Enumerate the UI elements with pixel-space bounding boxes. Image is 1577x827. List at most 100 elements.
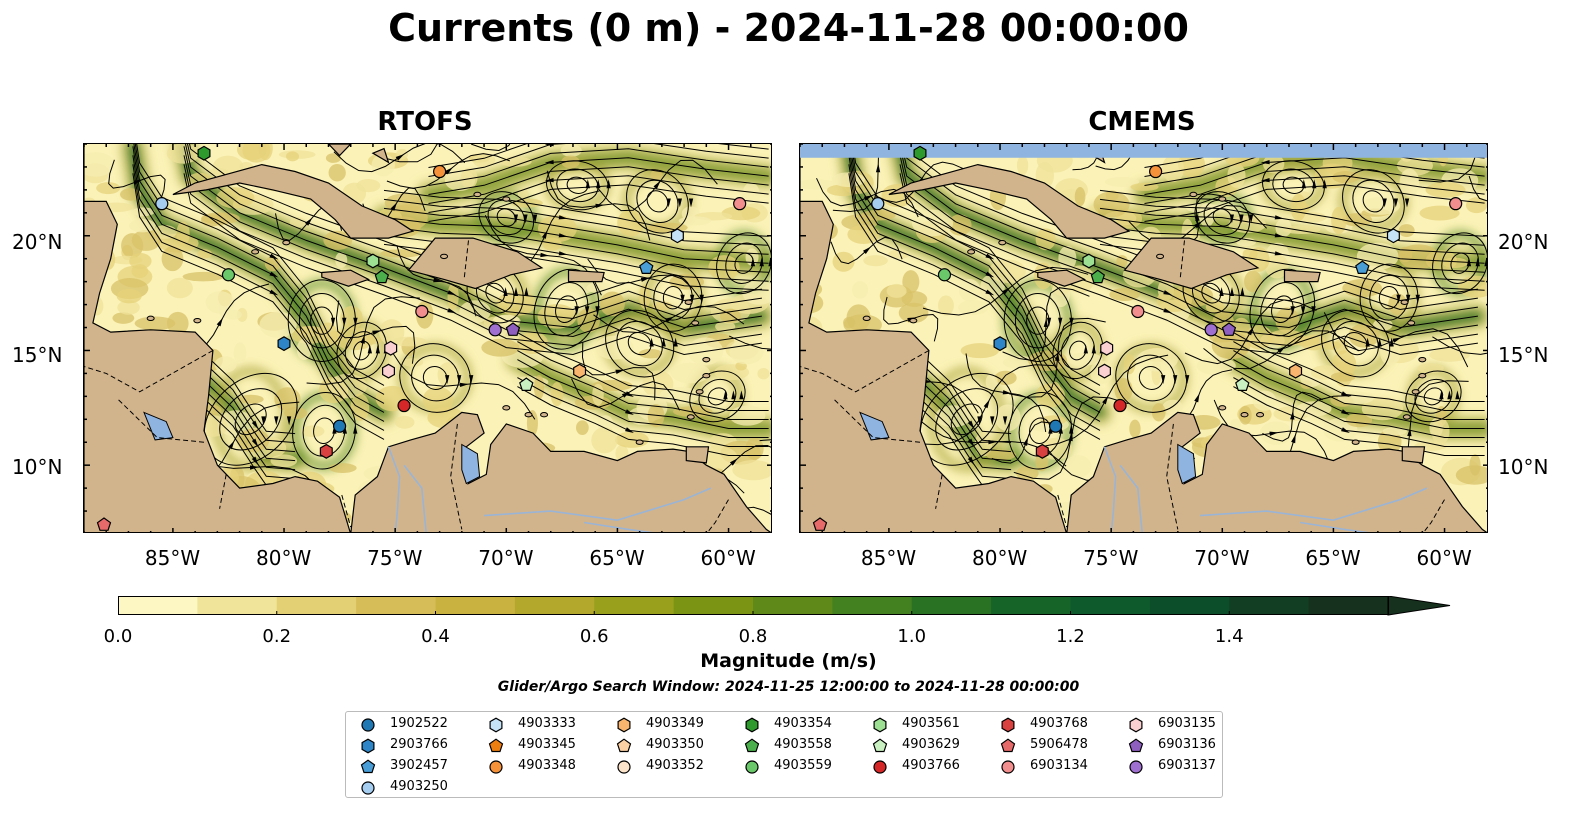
- figure-title: Currents (0 m) - 2024-11-28 00:00:00: [388, 6, 1189, 50]
- float-marker-4903629[interactable]: [519, 377, 534, 391]
- hexagon-marker-icon: [873, 717, 887, 733]
- colorbar-segment: [832, 596, 913, 615]
- float-legend: 1902522 2903766 3902457 4903250 4903333 49033…: [345, 711, 1223, 798]
- float-marker-6903137[interactable]: [488, 323, 502, 337]
- float-marker-4903250[interactable]: [155, 197, 169, 211]
- float-marker-6903134[interactable]: [1131, 304, 1145, 319]
- float-marker-6903137[interactable]: [1204, 323, 1218, 337]
- colorbar-segment: [1308, 596, 1389, 615]
- float-marker-4903558[interactable]: [374, 269, 390, 284]
- float-marker-6903134[interactable]: [1449, 197, 1463, 211]
- float-marker-5906478[interactable]: [96, 517, 112, 531]
- circle-marker-icon: [873, 760, 887, 774]
- float-marker-4903561[interactable]: [366, 253, 380, 269]
- legend-marker-4903333: [489, 717, 503, 733]
- pentagon-marker-icon: [488, 738, 504, 753]
- float-marker-6903135[interactable]: [382, 363, 395, 379]
- float-marker-1902522[interactable]: [332, 419, 347, 433]
- legend-marker-4903350: [616, 738, 632, 753]
- float-marker-4903559[interactable]: [937, 268, 952, 282]
- legend-marker-2903766: [361, 738, 375, 754]
- legend-label: 6903134: [1030, 758, 1088, 773]
- legend-label: 5906478: [1030, 737, 1088, 752]
- legend-marker-4903558: [744, 738, 760, 753]
- legend-label: 6903137: [1158, 758, 1216, 773]
- legend-marker-5906478: [1000, 738, 1016, 753]
- float-marker-4903250[interactable]: [871, 197, 885, 211]
- panel-title-cmems: CMEMS: [1088, 107, 1196, 137]
- lon-tick-label: 65°W: [589, 546, 645, 570]
- float-marker-4903354[interactable]: [913, 145, 927, 161]
- float-marker-4903348[interactable]: [433, 164, 447, 179]
- float-marker-6903136[interactable]: [1221, 322, 1237, 336]
- legend-label: 4903350: [646, 737, 704, 752]
- hexagon-marker-icon: [617, 717, 631, 733]
- legend-marker-4903561: [873, 717, 887, 733]
- hexagon-marker-icon: [745, 717, 759, 733]
- float-marker-1902522[interactable]: [1048, 419, 1063, 433]
- lat-tick-label-right-20n: 20°N: [1498, 230, 1549, 254]
- float-marker-5906478[interactable]: [812, 517, 828, 531]
- colorbar-tick-label: 0.8: [738, 626, 768, 647]
- float-marker-4903349[interactable]: [573, 363, 587, 379]
- float-marker-6903136[interactable]: [505, 322, 521, 336]
- colorbar-segment: [514, 596, 595, 615]
- legend-label: 4903766: [902, 758, 960, 773]
- map-panel-rtofs[interactable]: [83, 143, 772, 533]
- legend-marker-6903137: [1129, 760, 1143, 774]
- colorbar-segment: [1070, 596, 1151, 615]
- float-marker-4903768[interactable]: [319, 443, 333, 459]
- hexagon-marker-icon: [1129, 717, 1143, 733]
- legend-label: 4903352: [646, 758, 704, 773]
- circle-marker-icon: [361, 718, 375, 732]
- search-window-note: Glider/Argo Search Window: 2024-11-25 12…: [497, 679, 1080, 695]
- legend-label: 4903250: [390, 779, 448, 794]
- float-marker-4903629[interactable]: [1235, 377, 1250, 391]
- lat-tick-label-left-15n: 15°N: [12, 343, 63, 367]
- float-marker-3902457[interactable]: [639, 260, 654, 274]
- legend-marker-1902522: [361, 718, 375, 732]
- float-marker-6903135[interactable]: [1100, 340, 1114, 356]
- lon-tick-label: 65°W: [1305, 546, 1361, 570]
- float-marker-2903766[interactable]: [277, 336, 291, 352]
- map-canvas: [800, 144, 1487, 532]
- hexagon-marker-icon: [361, 738, 375, 754]
- float-marker-4903349[interactable]: [1289, 363, 1303, 379]
- colorbar-segment: [197, 596, 278, 615]
- float-marker-3902457[interactable]: [1355, 260, 1370, 274]
- colorbar-tick-label: 0.2: [262, 626, 292, 647]
- legend-marker-4903629: [872, 738, 888, 753]
- float-marker-4903333[interactable]: [670, 228, 684, 244]
- legend-label: 6903135: [1158, 716, 1216, 731]
- float-marker-4903766[interactable]: [397, 398, 411, 413]
- lat-tick-label-right-10n: 10°N: [1498, 455, 1549, 479]
- colorbar-tick-label: 1.2: [1056, 626, 1085, 647]
- panel-title-rtofs: RTOFS: [377, 107, 473, 137]
- float-marker-4903348[interactable]: [1149, 164, 1163, 179]
- float-marker-4903333[interactable]: [1386, 228, 1400, 244]
- colorbar-title: Magnitude (m/s): [700, 650, 877, 672]
- float-marker-4903558[interactable]: [1090, 269, 1106, 284]
- lat-tick-label-left-10n: 10°N: [12, 455, 63, 479]
- float-marker-4903354[interactable]: [197, 145, 211, 161]
- float-marker-6903134[interactable]: [415, 304, 429, 319]
- colorbar-segment: [118, 596, 198, 615]
- pentagon-marker-icon: [616, 738, 632, 753]
- legend-label: 3902457: [390, 758, 448, 773]
- legend-marker-4903348: [489, 760, 503, 774]
- float-marker-4903559[interactable]: [221, 268, 236, 282]
- map-panel-cmems[interactable]: [799, 143, 1488, 533]
- float-marker-6903135[interactable]: [384, 340, 398, 356]
- float-marker-6903135[interactable]: [1098, 363, 1111, 379]
- float-marker-4903766[interactable]: [1113, 398, 1127, 413]
- float-marker-6903134[interactable]: [733, 197, 747, 211]
- colorbar-segment: [991, 596, 1071, 615]
- colorbar-segment: [911, 596, 992, 615]
- float-marker-4903561[interactable]: [1082, 253, 1096, 269]
- map-canvas: [84, 144, 771, 532]
- colorbar-segment: [753, 596, 833, 615]
- float-marker-4903768[interactable]: [1035, 443, 1049, 459]
- float-marker-2903766[interactable]: [993, 336, 1007, 352]
- colorbar-tick-label: 0.0: [103, 626, 133, 647]
- lon-tick-label: 85°W: [860, 546, 917, 570]
